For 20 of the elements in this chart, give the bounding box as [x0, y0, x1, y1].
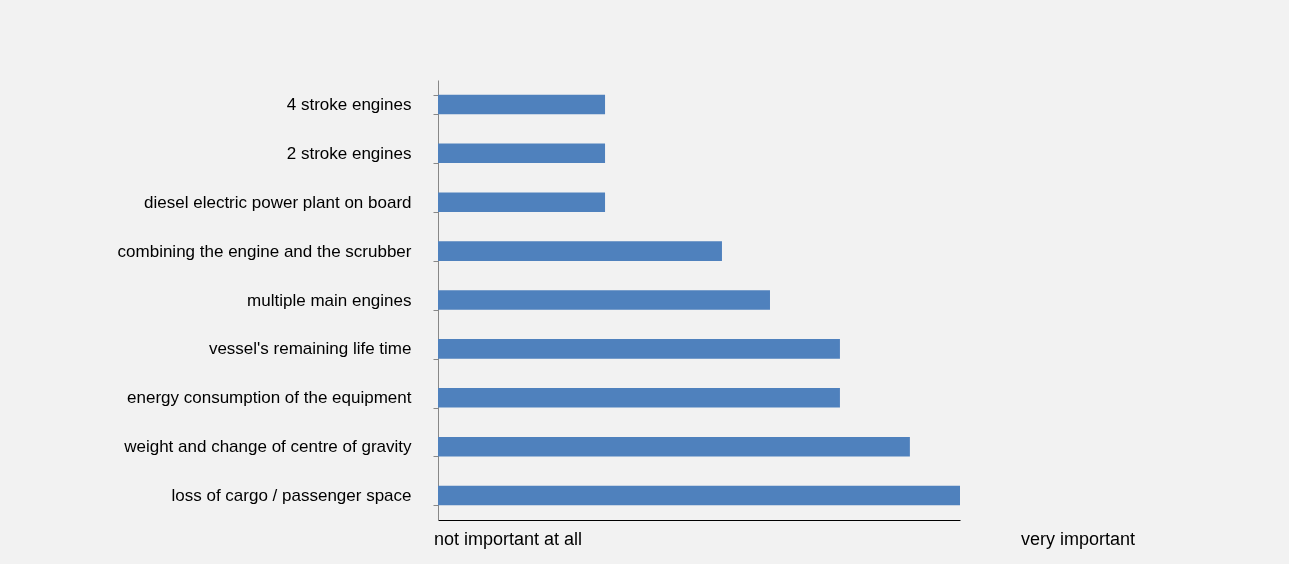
y-tick-label: energy consumption of the equipment	[127, 388, 412, 408]
y-tick-label: vessel's remaining life time	[208, 339, 412, 359]
y-tick-label: weight and change of centre of gravity	[123, 437, 412, 457]
bar	[438, 339, 840, 359]
y-tick-label: combining the engine and the scrubber	[117, 241, 412, 261]
y-tick-label: 2 stroke engines	[286, 143, 412, 163]
text: very important	[1020, 529, 1135, 549]
text: not important at all	[434, 529, 583, 549]
bar	[438, 388, 840, 408]
y-tick-label: loss of cargo / passenger space	[171, 486, 412, 506]
bar	[438, 485, 960, 506]
bar	[438, 436, 910, 457]
bar	[438, 290, 770, 310]
y-tick-label: multiple main engines	[247, 290, 412, 310]
bar	[438, 241, 722, 261]
y-tick-label: 4 stroke engines	[286, 94, 412, 114]
y-tick-label: diesel electric power plant on board	[144, 192, 412, 212]
bar	[438, 192, 606, 212]
bar	[438, 143, 606, 164]
bar	[438, 94, 606, 115]
